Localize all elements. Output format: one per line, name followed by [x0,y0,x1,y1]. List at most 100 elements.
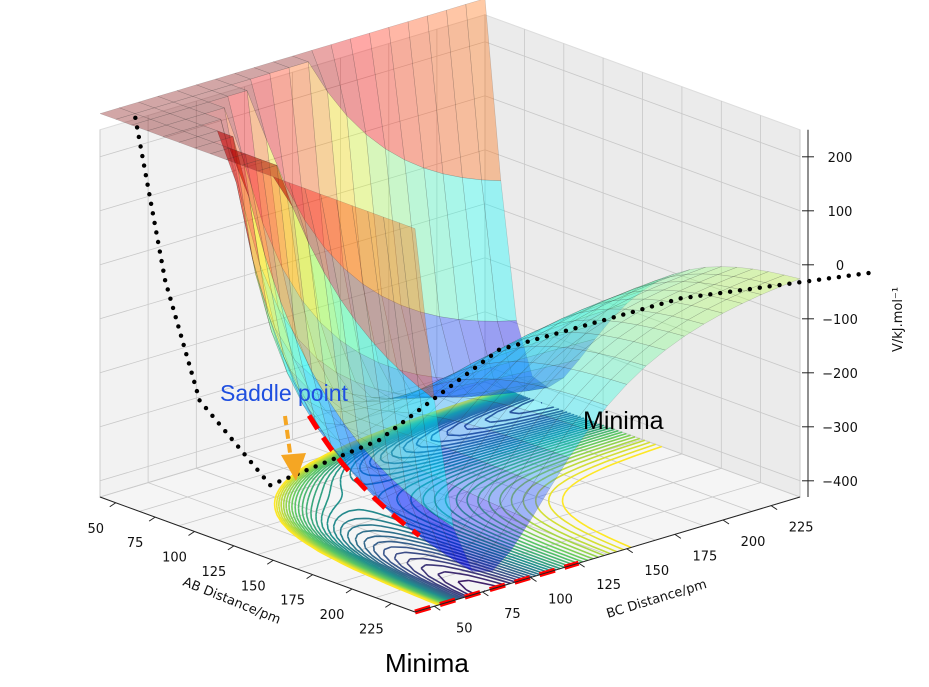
surface-patch [351,393,388,402]
surface-patch [481,179,517,322]
surface-patch [623,280,659,298]
surface-patch [304,219,341,341]
surface-patch [288,61,325,248]
surface-patch [336,372,373,398]
surface-patch [607,290,643,310]
surface-patch [717,266,753,277]
surface-patch [397,499,433,525]
surface-patch [521,348,558,374]
surface-patch [609,298,645,310]
path-dot [255,467,260,472]
path-dot [737,288,743,293]
path-dot [210,413,215,418]
path-dot [147,192,152,197]
surface-patch [367,210,404,374]
surface-patch [157,90,194,103]
surface-patch [172,96,210,109]
surface-patch [328,398,366,412]
surface-patch [612,290,648,301]
surface-patch [619,280,655,295]
contour-level [406,396,568,598]
surface-patch [246,90,283,268]
surface-patch [402,380,438,396]
surface-patch [407,415,444,441]
surface-patch [216,130,253,258]
reaction-path-dots [133,115,871,488]
surface-patch [500,345,537,363]
surface-patch [493,380,530,406]
path-dot [178,333,184,338]
surface-patch [404,159,440,317]
saddle-arrow-head [281,453,306,481]
path-dot [464,371,470,377]
surface-patch [137,96,175,109]
surface-patch [678,282,716,294]
surface-patch [489,405,526,436]
surface-patch [229,147,265,255]
surface-patch [383,389,419,403]
surface-patch [524,386,561,415]
path-dot [159,258,164,264]
surface-patch [224,107,260,264]
surface-patch [647,281,683,291]
surface-patch [460,356,496,377]
path-dot [304,467,309,473]
surface-patch [346,115,383,297]
path-dot [235,444,241,449]
path-dot [767,284,772,289]
surface-patch [181,124,219,137]
path-dot [148,201,154,206]
surface-patch [458,319,495,381]
surface-patch [301,299,337,374]
path-dot [143,172,149,178]
path-dot [688,294,693,300]
surface-patch [327,91,363,285]
surface-patch [652,315,689,333]
surface-patch [447,380,484,397]
surface-patch [563,349,600,372]
path-dot [678,296,683,301]
axes-panes [98,14,802,613]
contour-level [437,397,560,597]
x-tick [385,602,392,608]
path-dot [392,425,398,431]
surface-patch [628,289,664,300]
gridline [195,101,512,584]
surface-patch [598,337,635,358]
path-dot [440,389,446,395]
path-dot [506,344,511,350]
x-tick [109,502,117,508]
saddle-point-annotation: Saddle point [220,380,348,406]
surface-patch [441,551,477,564]
path-dot [286,475,291,480]
surface-patch [528,364,565,388]
path-dot [181,342,186,348]
surface-patch [631,281,668,293]
surface-patch [523,323,559,339]
path-dot [515,342,521,347]
surface-patch [406,491,442,553]
surface-patch [349,467,386,486]
surface-patch [451,391,487,398]
surface-patch [250,72,286,186]
path-dot [408,413,414,419]
surface-patch [311,44,348,116]
surface-patch [335,199,372,342]
contour-level [483,402,543,592]
surface-patch [371,395,407,400]
path-dot [797,280,802,285]
surface-patch [591,379,628,406]
path-dot [331,456,336,462]
surface-patch [400,469,437,501]
path-dot [525,339,530,344]
surface-patch [524,363,562,386]
surface-patch [378,500,414,524]
surface-patch [146,124,184,137]
surface-patch [547,347,584,368]
surface-patch [447,491,484,528]
path-dot [718,290,723,296]
x-tick-label: 50 [87,522,104,537]
path-dot [376,437,382,443]
path-dot [573,325,578,331]
